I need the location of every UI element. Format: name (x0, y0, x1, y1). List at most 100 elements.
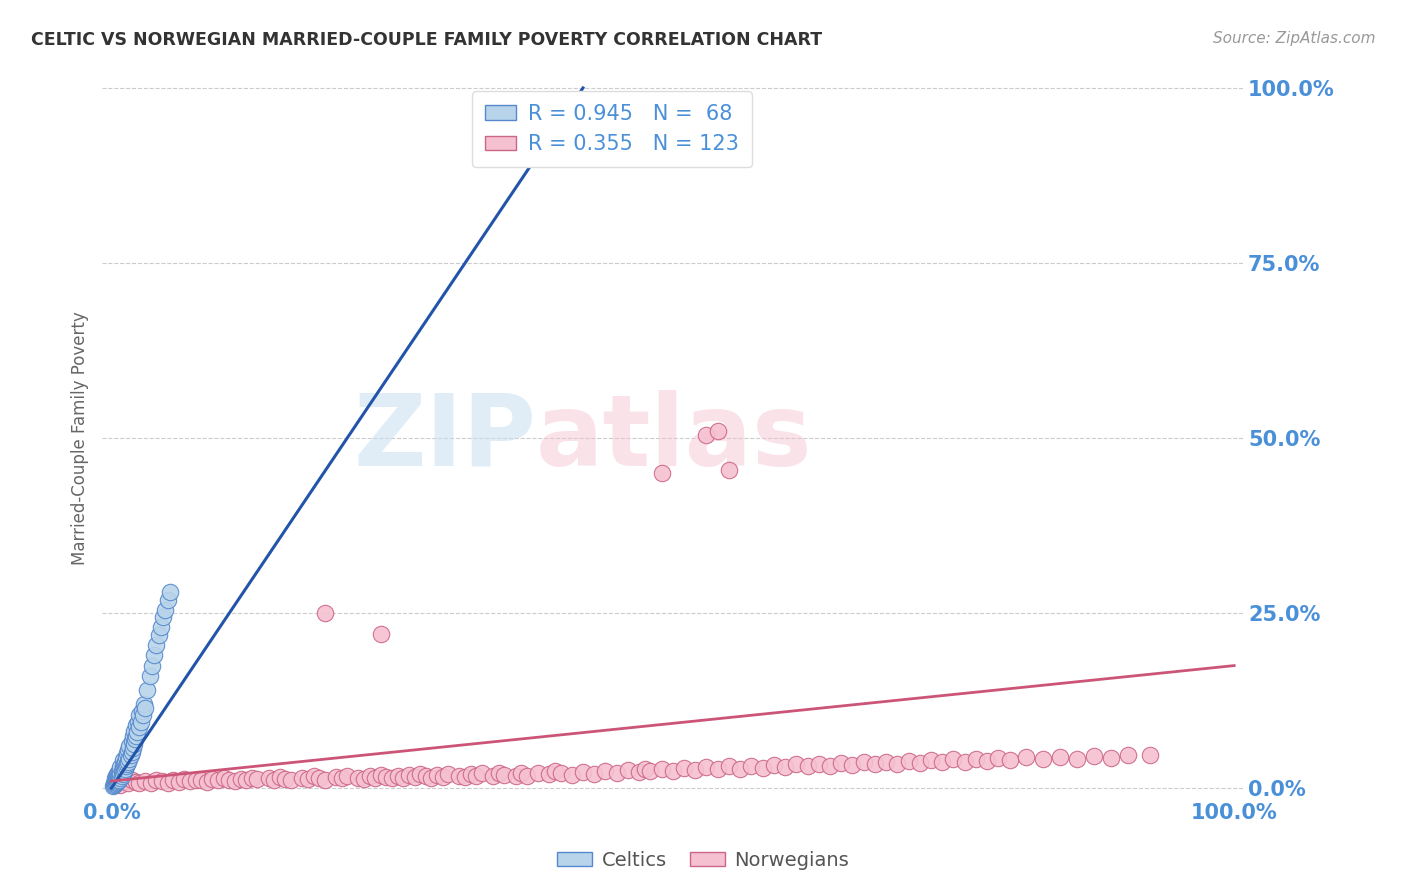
Point (107, 774, 129, 789)
Point (527, 765, 550, 780)
Point (115, 749, 138, 764)
Point (308, 772, 330, 786)
Point (128, 776, 150, 790)
Point (392, 771, 415, 785)
Point (796, 759, 818, 773)
Point (953, 755, 976, 769)
Point (110, 778, 132, 792)
Point (852, 755, 875, 769)
Point (505, 769, 527, 783)
Point (127, 725, 149, 739)
Point (155, 602, 177, 616)
Point (673, 761, 696, 775)
Point (104, 777, 127, 791)
Point (740, 758, 762, 772)
Point (111, 760, 134, 774)
Point (145, 638, 167, 652)
Point (128, 719, 150, 733)
Point (229, 772, 252, 786)
Point (110, 765, 132, 780)
Point (121, 740, 143, 755)
Point (110, 764, 132, 778)
Point (897, 754, 920, 768)
Point (280, 773, 302, 788)
Point (987, 751, 1010, 765)
Point (785, 757, 807, 772)
Point (662, 764, 685, 778)
Point (336, 768, 359, 782)
Point (762, 758, 785, 772)
Point (353, 772, 375, 786)
Text: Source: ZipAtlas.com: Source: ZipAtlas.com (1212, 31, 1375, 46)
Point (437, 767, 460, 781)
Point (863, 757, 886, 772)
Point (101, 779, 124, 793)
Point (184, 772, 207, 787)
Point (381, 772, 404, 786)
Point (302, 769, 325, 783)
Point (449, 768, 471, 782)
Point (104, 776, 127, 790)
Point (314, 772, 336, 787)
Point (550, 766, 572, 780)
Point (325, 770, 347, 784)
Point (695, 760, 717, 774)
Point (224, 774, 246, 789)
Point (138, 669, 160, 683)
Point (120, 747, 142, 762)
Point (370, 768, 392, 782)
Point (115, 756, 138, 771)
Point (617, 763, 640, 777)
Point (807, 756, 830, 771)
Point (695, 427, 717, 442)
Point (998, 753, 1021, 767)
Legend: Celtics, Norwegians: Celtics, Norwegians (548, 843, 858, 878)
Point (274, 772, 297, 786)
Point (516, 768, 538, 782)
Point (150, 774, 173, 789)
Point (651, 466, 673, 480)
Point (314, 606, 336, 620)
Point (104, 772, 127, 787)
Point (118, 739, 141, 753)
Point (494, 768, 516, 782)
Point (841, 758, 863, 772)
Point (104, 774, 127, 789)
Point (426, 768, 449, 782)
Point (717, 462, 740, 476)
Point (156, 775, 179, 789)
Point (634, 762, 657, 776)
Point (651, 762, 673, 776)
Point (134, 774, 156, 789)
Point (1083, 748, 1105, 763)
Point (117, 755, 139, 769)
Point (111, 753, 134, 767)
Point (128, 707, 150, 722)
Point (398, 768, 420, 782)
Point (108, 764, 131, 778)
Point (830, 756, 852, 770)
Point (105, 767, 128, 781)
Point (359, 769, 381, 783)
Point (976, 754, 998, 768)
Point (218, 772, 240, 787)
Point (728, 762, 751, 776)
Point (409, 767, 432, 781)
Point (1139, 747, 1161, 762)
Point (131, 704, 153, 718)
Point (460, 767, 482, 781)
Point (139, 775, 162, 789)
Point (108, 772, 131, 787)
Point (117, 775, 139, 789)
Point (886, 756, 908, 771)
Point (257, 772, 280, 786)
Point (931, 755, 953, 769)
Point (122, 737, 145, 751)
Point (212, 771, 235, 785)
Point (965, 752, 987, 766)
Point (404, 770, 426, 784)
Point (110, 771, 132, 785)
Point (122, 723, 145, 738)
Point (143, 648, 166, 662)
Point (471, 766, 494, 780)
